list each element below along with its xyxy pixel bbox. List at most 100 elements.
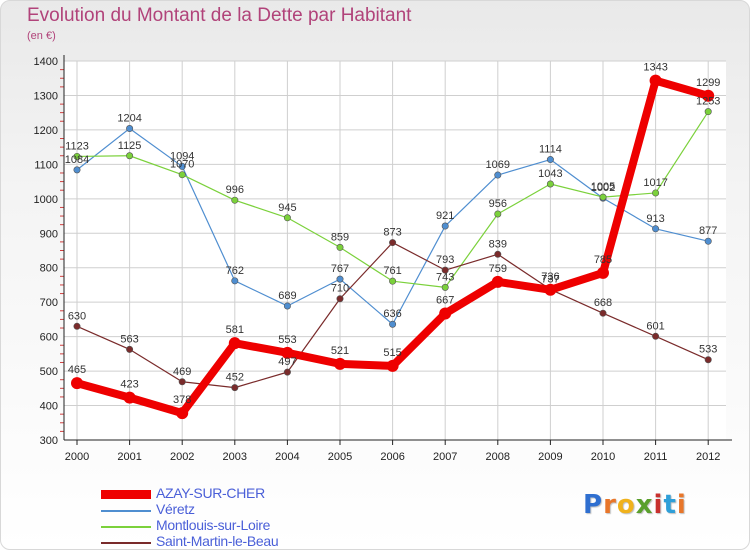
data-point bbox=[597, 266, 609, 279]
data-label: 761 bbox=[383, 265, 401, 277]
logo-letter: i bbox=[653, 490, 664, 520]
x-tick-label: 2006 bbox=[380, 451, 404, 463]
data-point bbox=[491, 275, 504, 288]
data-point bbox=[73, 152, 81, 160]
x-tick-label: 2007 bbox=[433, 451, 457, 463]
data-point bbox=[336, 275, 344, 283]
data-label: 630 bbox=[68, 310, 86, 322]
y-tick-label: 1100 bbox=[34, 159, 58, 171]
x-tick-label: 2011 bbox=[644, 451, 668, 463]
data-label: 668 bbox=[594, 297, 612, 309]
data-point bbox=[231, 196, 239, 204]
y-tick-label: 1400 bbox=[34, 56, 58, 68]
data-point bbox=[599, 193, 607, 201]
data-label: 743 bbox=[436, 271, 454, 283]
data-label: 710 bbox=[331, 283, 349, 295]
data-point bbox=[283, 214, 291, 222]
y-tick-label: 500 bbox=[40, 366, 58, 378]
data-label: 1114 bbox=[539, 144, 562, 156]
data-point bbox=[546, 180, 554, 188]
data-label: 1343 bbox=[643, 62, 667, 74]
data-point bbox=[386, 359, 399, 372]
x-tick-label: 2001 bbox=[117, 451, 141, 463]
x-tick-label: 2000 bbox=[65, 451, 89, 463]
logo-letter: t bbox=[663, 490, 677, 520]
logo-letter: i bbox=[676, 490, 687, 520]
data-point bbox=[439, 307, 452, 320]
data-label: 497 bbox=[278, 356, 296, 368]
x-tick-label: 2009 bbox=[538, 451, 562, 463]
data-point bbox=[231, 384, 239, 392]
data-label: 378 bbox=[173, 394, 191, 406]
data-point bbox=[178, 162, 186, 170]
data-point bbox=[441, 222, 449, 230]
data-point bbox=[389, 239, 397, 247]
y-tick-label: 1300 bbox=[34, 90, 58, 102]
data-point bbox=[704, 237, 712, 245]
data-label: 877 bbox=[699, 225, 717, 237]
data-label: 1204 bbox=[117, 113, 141, 125]
data-label: 1005 bbox=[591, 181, 615, 193]
data-point bbox=[126, 152, 134, 160]
data-label: 1043 bbox=[538, 168, 562, 180]
data-point bbox=[231, 277, 239, 285]
x-tick-label: 2002 bbox=[170, 451, 194, 463]
data-label: 921 bbox=[436, 210, 454, 222]
y-tick-label: 600 bbox=[40, 332, 58, 344]
plot-area bbox=[64, 61, 726, 440]
y-tick-label: 1200 bbox=[34, 125, 58, 137]
data-point bbox=[441, 266, 449, 274]
data-label: 581 bbox=[226, 324, 244, 336]
logo-letter: r bbox=[603, 490, 617, 520]
data-point bbox=[494, 210, 502, 218]
data-label: 1299 bbox=[696, 77, 720, 89]
data-label: 759 bbox=[489, 263, 507, 275]
data-point bbox=[702, 89, 715, 102]
data-label: 1125 bbox=[118, 140, 142, 152]
data-point bbox=[494, 250, 502, 258]
data-label: 465 bbox=[68, 364, 86, 376]
x-tick-label: 2003 bbox=[223, 451, 247, 463]
data-label: 1084 bbox=[65, 154, 89, 166]
data-label: 689 bbox=[278, 290, 296, 302]
data-point bbox=[336, 295, 344, 303]
data-point bbox=[123, 391, 136, 404]
data-point bbox=[283, 368, 291, 376]
data-point bbox=[283, 302, 291, 310]
data-point bbox=[704, 356, 712, 364]
data-point bbox=[126, 345, 134, 353]
data-label: 1094 bbox=[170, 150, 194, 162]
data-label: 1069 bbox=[486, 159, 510, 171]
data-point bbox=[73, 322, 81, 330]
logo-letter: x bbox=[635, 490, 654, 520]
data-label: 839 bbox=[489, 238, 507, 250]
data-label: 636 bbox=[383, 308, 401, 320]
data-point bbox=[389, 277, 397, 285]
data-label: 553 bbox=[278, 334, 296, 346]
data-point bbox=[336, 243, 344, 251]
data-point bbox=[228, 337, 241, 350]
chart-unit-label: (en €) bbox=[27, 30, 56, 42]
data-point bbox=[176, 407, 189, 420]
data-point bbox=[73, 166, 81, 174]
data-label: 737 bbox=[541, 273, 559, 285]
data-label: 1017 bbox=[643, 177, 667, 189]
data-label: 452 bbox=[226, 372, 244, 384]
data-point bbox=[652, 189, 660, 197]
data-label: 996 bbox=[226, 184, 244, 196]
legend-label: Véretz bbox=[156, 501, 195, 517]
data-label: 736 bbox=[541, 271, 559, 283]
data-label: 1253 bbox=[696, 96, 720, 108]
data-label: 859 bbox=[331, 231, 349, 243]
data-point bbox=[441, 283, 449, 291]
data-point bbox=[281, 346, 294, 359]
proxiti-logo: Proxiti bbox=[583, 490, 687, 520]
legend-label: AZAY-SUR-CHER bbox=[156, 485, 265, 501]
data-label: 1002 bbox=[591, 182, 615, 194]
data-point bbox=[546, 156, 554, 164]
data-point bbox=[494, 171, 502, 179]
y-tick-label: 800 bbox=[40, 263, 58, 275]
x-tick-label: 2010 bbox=[591, 451, 615, 463]
data-label: 956 bbox=[489, 198, 507, 210]
